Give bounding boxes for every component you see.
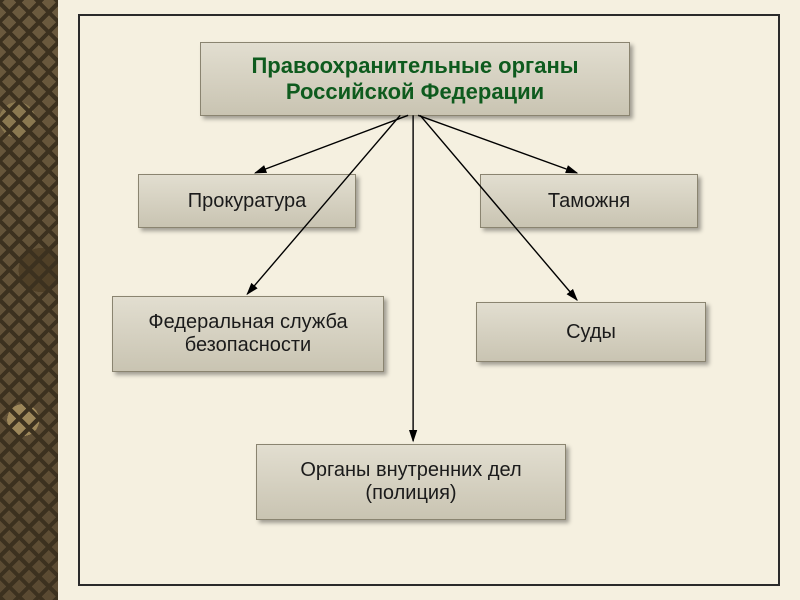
node-courts: Суды — [476, 302, 706, 362]
decorative-sidebar — [0, 0, 58, 600]
edge-root-prosecutor — [255, 115, 408, 173]
mvd-label-line2: (полиция) — [300, 482, 521, 505]
root-label-line1: Правоохранительные органы — [251, 53, 578, 79]
mvd-label-line1: Органы внутренних дел — [300, 459, 521, 482]
node-customs: Таможня — [480, 174, 698, 228]
node-prosecutor: Прокуратура — [138, 174, 356, 228]
edge-root-customs — [418, 115, 577, 173]
node-fsb: Федеральная служба безопасности — [112, 296, 384, 372]
node-mvd: Органы внутренних дел (полиция) — [256, 444, 566, 520]
fsb-label-line1: Федеральная служба — [148, 311, 347, 334]
customs-label: Таможня — [548, 190, 630, 213]
fsb-label-line2: безопасности — [148, 334, 347, 357]
courts-label: Суды — [566, 321, 616, 344]
node-root: Правоохранительные органы Российской Фед… — [200, 42, 630, 116]
sidebar-camo-pattern — [0, 0, 58, 600]
root-label-line2: Российской Федерации — [251, 79, 578, 105]
prosecutor-label: Прокуратура — [188, 190, 307, 213]
diagram-panel: Правоохранительные органы Российской Фед… — [78, 14, 780, 586]
